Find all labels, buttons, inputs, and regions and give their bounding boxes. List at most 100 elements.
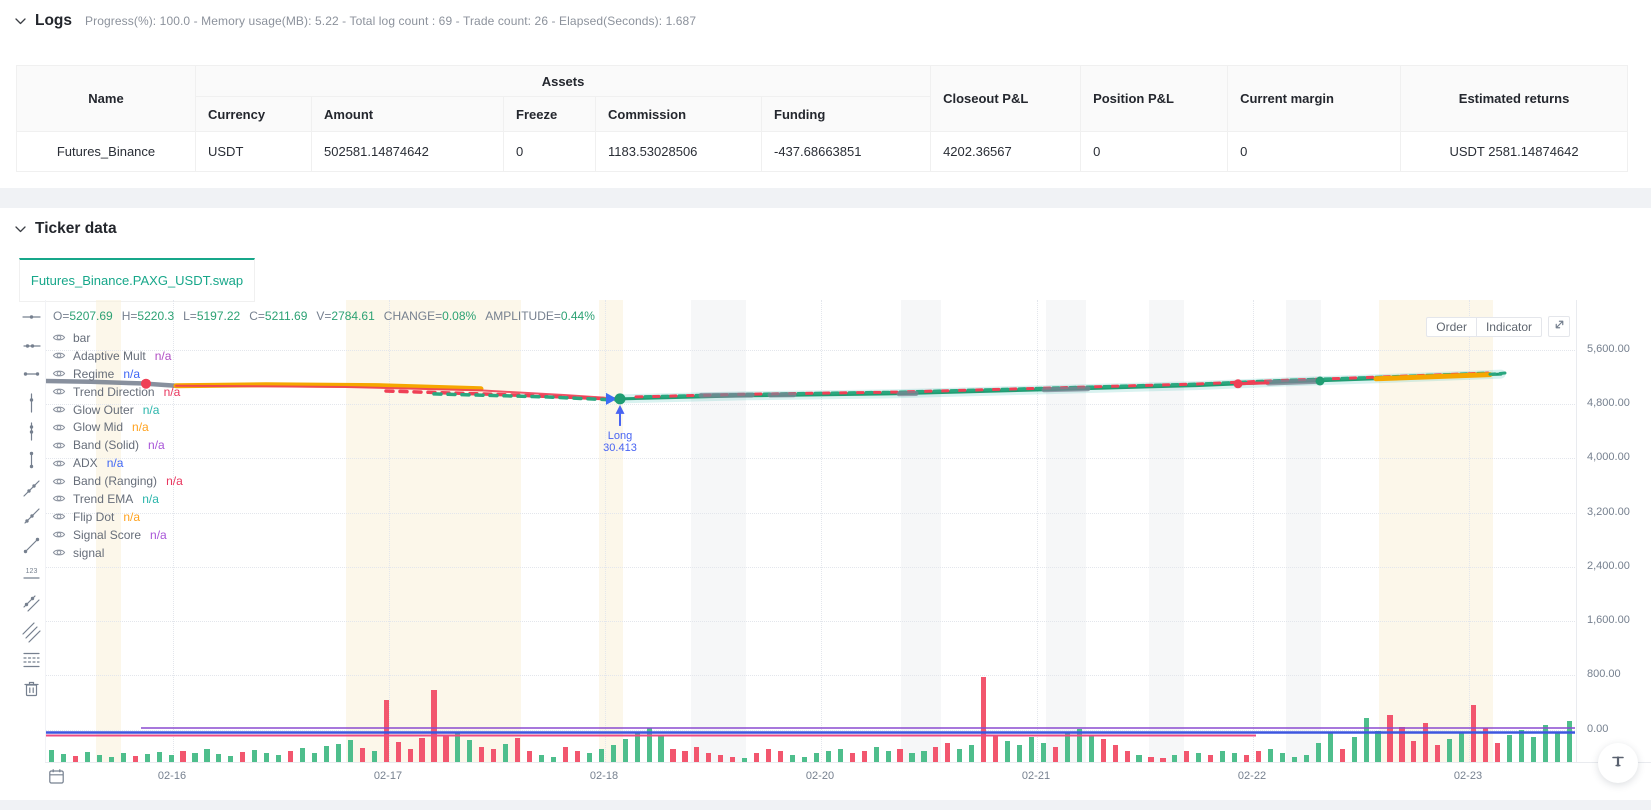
fibonacci-line-icon[interactable]	[20, 649, 42, 671]
volume-bar	[993, 735, 999, 762]
volume-bar	[479, 747, 485, 762]
vertical-straight-line-icon[interactable]	[20, 392, 42, 414]
eye-icon[interactable]	[52, 439, 66, 452]
eye-icon[interactable]	[52, 546, 66, 559]
volume-bar	[311, 753, 318, 762]
volume-bar	[228, 756, 234, 762]
volume-bar	[49, 750, 55, 762]
volume-bar	[204, 749, 210, 762]
time-axis[interactable]: 02-16 02-17 02-18 02-20 02-21 02-22 02-23	[45, 762, 1651, 792]
parallel-straight-line-icon[interactable]	[20, 592, 42, 614]
price-axis[interactable]: 5,600.00 4,800.00 4,000.00 3,200.00 2,400.00…	[1576, 300, 1650, 762]
volume-bar	[1435, 745, 1441, 762]
series-ema-gray-4	[1041, 386, 1091, 393]
h-gridline	[46, 621, 1575, 623]
legend-label: ADX	[73, 456, 98, 471]
chevron-down-icon[interactable]	[15, 225, 26, 233]
eye-icon[interactable]	[52, 457, 66, 470]
volume-bar	[718, 755, 724, 762]
legend-label: Glow Mid	[73, 420, 124, 435]
h-gridline	[46, 458, 1575, 460]
legend-row: Band (Ranging) n/a	[52, 472, 183, 490]
price-line-icon[interactable]: 123	[20, 563, 42, 585]
volume-bar	[1232, 753, 1238, 762]
eye-icon[interactable]	[52, 421, 66, 434]
table-row: Futures_Binance USDT 502581.14874642 0 1…	[16, 131, 1629, 172]
h-gridline	[46, 675, 1575, 677]
session-band	[1286, 300, 1321, 762]
volume-bar	[491, 749, 497, 762]
legend-label: Band (Ranging)	[73, 474, 158, 489]
remove-drawings-icon[interactable]	[20, 678, 42, 700]
volume-bar	[945, 743, 951, 762]
eye-icon[interactable]	[52, 475, 66, 488]
cell-position-pnl: 0	[1080, 131, 1229, 172]
v-gridline	[389, 300, 390, 762]
legend-row: signal	[52, 544, 183, 562]
volume-bar	[1184, 751, 1190, 762]
volume-bar	[1459, 733, 1465, 762]
legend-label: Band (Solid)	[73, 438, 140, 453]
segment-icon[interactable]	[20, 535, 42, 557]
straight-line-icon[interactable]	[20, 478, 42, 500]
cell-amount: 502581.14874642	[311, 131, 504, 172]
legend-label: Regime	[73, 366, 115, 381]
chart-plot-area[interactable]: O=5207.69 H=5220.3 L=5197.22 C=5211.69 V=278…	[45, 300, 1575, 762]
logs-title: Logs	[35, 12, 73, 29]
volume-bar	[1530, 737, 1536, 762]
indicator-button[interactable]: Indicator	[1475, 317, 1541, 336]
volume-bar	[706, 753, 712, 762]
eye-icon[interactable]	[52, 403, 66, 416]
h-gridline	[46, 729, 1575, 731]
volume-bar	[72, 756, 79, 762]
vertical-ray-line-icon[interactable]	[20, 420, 42, 442]
horizontal-straight-line-icon[interactable]	[20, 306, 42, 328]
vertical-segment-icon[interactable]	[20, 449, 42, 471]
volume-bar	[1506, 735, 1513, 762]
h-gridline	[46, 512, 1575, 514]
volume-bar	[1064, 733, 1070, 762]
col-header-currency: Currency	[195, 96, 312, 132]
calendar-icon[interactable]	[48, 768, 65, 785]
volume-bar	[276, 755, 282, 762]
assets-table: Name Assets Closeout P&L Position P&L Cu…	[16, 65, 1629, 172]
eye-icon[interactable]	[52, 385, 66, 398]
volume-bar	[670, 749, 676, 762]
col-header-closeout-pnl: Closeout P&L	[930, 65, 1082, 132]
v-gridline	[1253, 300, 1254, 762]
eye-icon[interactable]	[52, 367, 66, 380]
volume-bar	[467, 740, 473, 762]
volume-bar	[1124, 751, 1130, 762]
order-button[interactable]: Order	[1436, 319, 1467, 334]
fullscreen-button[interactable]	[1548, 316, 1570, 337]
x-axis-label: 02-17	[373, 770, 403, 782]
volume-bar	[395, 742, 401, 762]
col-header-estimated-returns: Estimated returns	[1400, 65, 1629, 132]
chevron-down-icon[interactable]	[15, 17, 26, 25]
eye-icon[interactable]	[52, 528, 66, 541]
volume-bar	[359, 748, 365, 762]
volume-bar	[1542, 725, 1548, 762]
y-axis-label: 4,800.00	[1587, 396, 1630, 409]
volume-bar	[1303, 755, 1309, 762]
eye-icon[interactable]	[52, 349, 66, 362]
y-axis-label: 800.00	[1587, 668, 1621, 681]
tab-ticker-symbol[interactable]: Futures_Binance.PAXG_USDT.swap	[19, 258, 255, 302]
eye-icon[interactable]	[52, 331, 66, 344]
session-band	[599, 300, 623, 762]
price-channel-line-icon[interactable]	[20, 621, 42, 643]
horizontal-segment-icon[interactable]	[20, 363, 42, 385]
ray-line-icon[interactable]	[20, 506, 42, 528]
chart-floating-action-button[interactable]	[1598, 743, 1638, 783]
x-axis-label: 02-22	[1237, 770, 1267, 782]
legend-row: Trend Direction n/a	[52, 383, 183, 401]
volume-bar	[120, 753, 126, 762]
volume-bar	[598, 749, 604, 762]
horizontal-ray-line-icon[interactable]	[20, 335, 42, 357]
session-band	[1149, 300, 1184, 762]
eye-icon[interactable]	[52, 510, 66, 523]
volume-bar	[1399, 727, 1405, 762]
volume-bar	[240, 752, 246, 762]
eye-icon[interactable]	[52, 492, 66, 505]
